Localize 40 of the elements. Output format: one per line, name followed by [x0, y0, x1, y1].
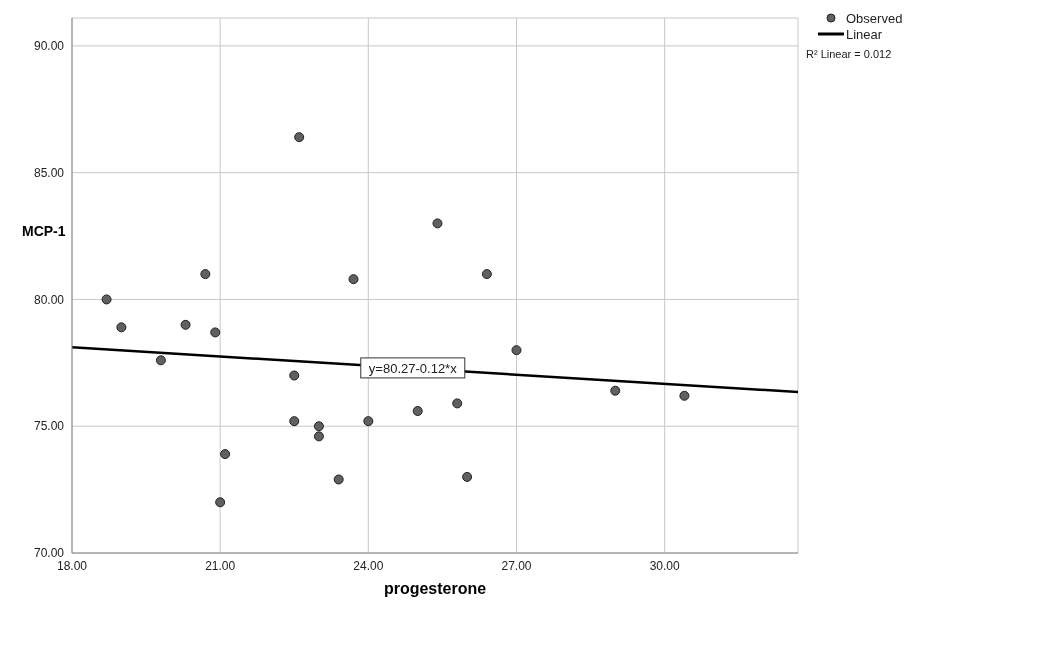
point: [180, 319, 191, 330]
point: [313, 421, 324, 432]
point: [610, 385, 621, 396]
point: [412, 406, 423, 417]
point: [200, 269, 211, 280]
x-axis-title: progesterone: [382, 580, 488, 598]
point: [294, 132, 305, 143]
point: [481, 269, 492, 280]
y-tick-label: 80.00: [33, 292, 65, 307]
legend-label: Observed: [846, 10, 903, 26]
point: [116, 322, 127, 333]
y-tick-label: 70.00: [33, 546, 65, 561]
y-axis-title: MCP-1: [22, 223, 66, 239]
y-tick-label: 90.00: [33, 39, 65, 54]
text: R² Linear = 0.012: [806, 48, 893, 60]
point: [679, 390, 690, 401]
x-tick-label: 30.00: [649, 558, 680, 573]
x-tick-label: 24.00: [353, 558, 384, 573]
point: [363, 416, 374, 427]
point: [210, 327, 221, 338]
point: [215, 497, 226, 508]
point: [348, 274, 359, 285]
legend-label: Linear: [846, 26, 883, 42]
point: [220, 449, 231, 460]
annotation: y=80.27-0.12*x: [368, 360, 458, 376]
point: [313, 431, 324, 442]
point: [333, 474, 344, 485]
y-tick-label: 85.00: [33, 165, 65, 180]
x-tick-label: 18.00: [56, 558, 88, 573]
x-tick-label: 27.00: [501, 558, 532, 573]
y-tick-label: 75.00: [33, 419, 65, 434]
point: [432, 218, 443, 229]
point: [289, 416, 300, 427]
point: [462, 471, 473, 482]
point: [511, 345, 522, 356]
point: [289, 370, 300, 381]
point: [452, 398, 463, 409]
point: [101, 294, 112, 305]
point: [155, 355, 166, 366]
x-tick-label: 21.00: [205, 558, 236, 573]
